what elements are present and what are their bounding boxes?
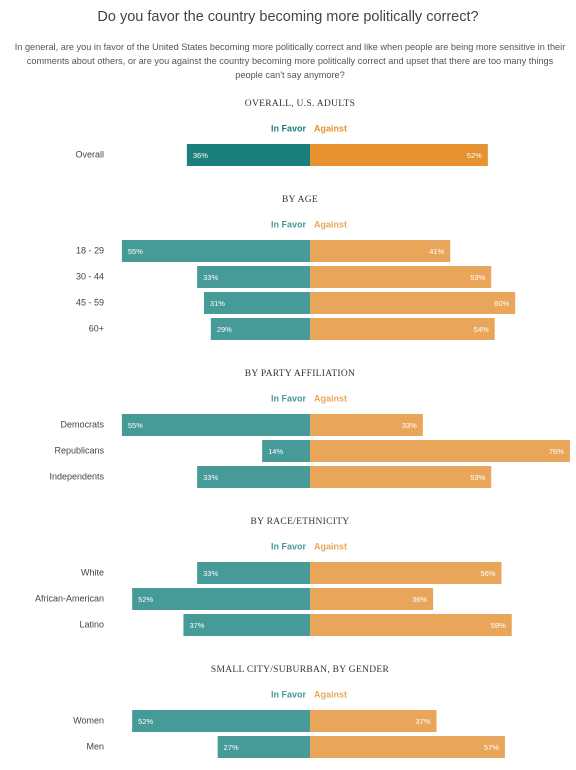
value-label: 56%	[481, 569, 496, 578]
value-label: 52%	[467, 151, 482, 160]
category-label: African-American	[35, 593, 104, 603]
value-label: 59%	[491, 621, 506, 630]
value-label: 37%	[416, 717, 431, 726]
value-label: 36%	[412, 595, 427, 604]
value-label: 31%	[210, 299, 225, 308]
bar	[310, 588, 434, 610]
bar	[183, 614, 310, 636]
legend-entry: Against	[314, 123, 347, 133]
bar	[197, 562, 310, 584]
legend-entry: In Favor	[271, 393, 307, 403]
category-label: 30 - 44	[76, 271, 104, 281]
value-label: 33%	[203, 473, 218, 482]
chart-title: Do you favor the country becoming more p…	[97, 9, 479, 25]
bar	[310, 414, 423, 436]
section-title: BY PARTY AFFILIATION	[245, 369, 355, 379]
bar	[262, 440, 310, 462]
section-title: SMALL CITY/SUBURBAN, BY GENDER	[211, 665, 390, 675]
value-label: 52%	[138, 717, 153, 726]
category-label: 18 - 29	[76, 245, 104, 255]
legend-entry: Against	[314, 219, 347, 229]
value-label: 55%	[128, 421, 143, 430]
bar	[132, 588, 310, 610]
section-title: OVERALL, U.S. ADULTS	[245, 99, 355, 109]
bar	[310, 466, 492, 488]
legend-entry: In Favor	[271, 123, 307, 133]
value-label: 55%	[128, 247, 143, 256]
value-label: 27%	[224, 743, 239, 752]
category-label: Independents	[49, 471, 104, 481]
value-label: 60%	[494, 299, 509, 308]
section-title: BY RACE/ETHNICITY	[251, 517, 350, 527]
bar	[310, 736, 505, 758]
bar	[310, 292, 516, 314]
value-label: 14%	[268, 447, 283, 456]
legend-entry: In Favor	[271, 689, 307, 699]
legend-entry: Against	[314, 689, 347, 699]
category-label: Republicans	[54, 445, 104, 455]
category-label: 45 - 59	[76, 297, 104, 307]
legend-entry: Against	[314, 393, 347, 403]
legend-entry: Against	[314, 541, 347, 551]
bar	[310, 710, 437, 732]
bar	[132, 710, 310, 732]
value-label: 36%	[193, 151, 208, 160]
chart-subtitle: In general, are you in favor of the Unit…	[14, 42, 566, 80]
bar	[310, 614, 512, 636]
value-label: 52%	[138, 595, 153, 604]
value-label: 33%	[402, 421, 417, 430]
category-label: Men	[86, 741, 104, 751]
value-label: 37%	[189, 621, 204, 630]
category-label: 60+	[89, 323, 104, 333]
bar	[197, 266, 310, 288]
bar	[310, 266, 492, 288]
category-label: Democrats	[60, 419, 104, 429]
bar	[186, 144, 310, 166]
legend-entry: In Favor	[271, 541, 307, 551]
bar	[203, 292, 310, 314]
value-label: 54%	[474, 325, 489, 334]
bar	[310, 318, 495, 340]
bar	[310, 562, 502, 584]
section-title: BY AGE	[282, 195, 318, 205]
value-label: 76%	[549, 447, 564, 456]
value-label: 53%	[470, 473, 485, 482]
bar	[210, 318, 310, 340]
bar	[197, 466, 310, 488]
category-label: Women	[73, 715, 104, 725]
legend-entry: In Favor	[271, 219, 307, 229]
bar	[121, 414, 311, 436]
value-label: 33%	[203, 569, 218, 578]
bar	[310, 144, 488, 166]
bar	[310, 440, 570, 462]
bar	[217, 736, 310, 758]
value-label: 29%	[217, 325, 232, 334]
value-label: 53%	[470, 273, 485, 282]
bar	[310, 240, 451, 262]
category-label: Overall	[75, 149, 104, 159]
value-label: 33%	[203, 273, 218, 282]
value-label: 57%	[484, 743, 499, 752]
value-label: 41%	[429, 247, 444, 256]
category-label: White	[81, 567, 104, 577]
category-label: Latino	[79, 619, 104, 629]
bar	[121, 240, 311, 262]
